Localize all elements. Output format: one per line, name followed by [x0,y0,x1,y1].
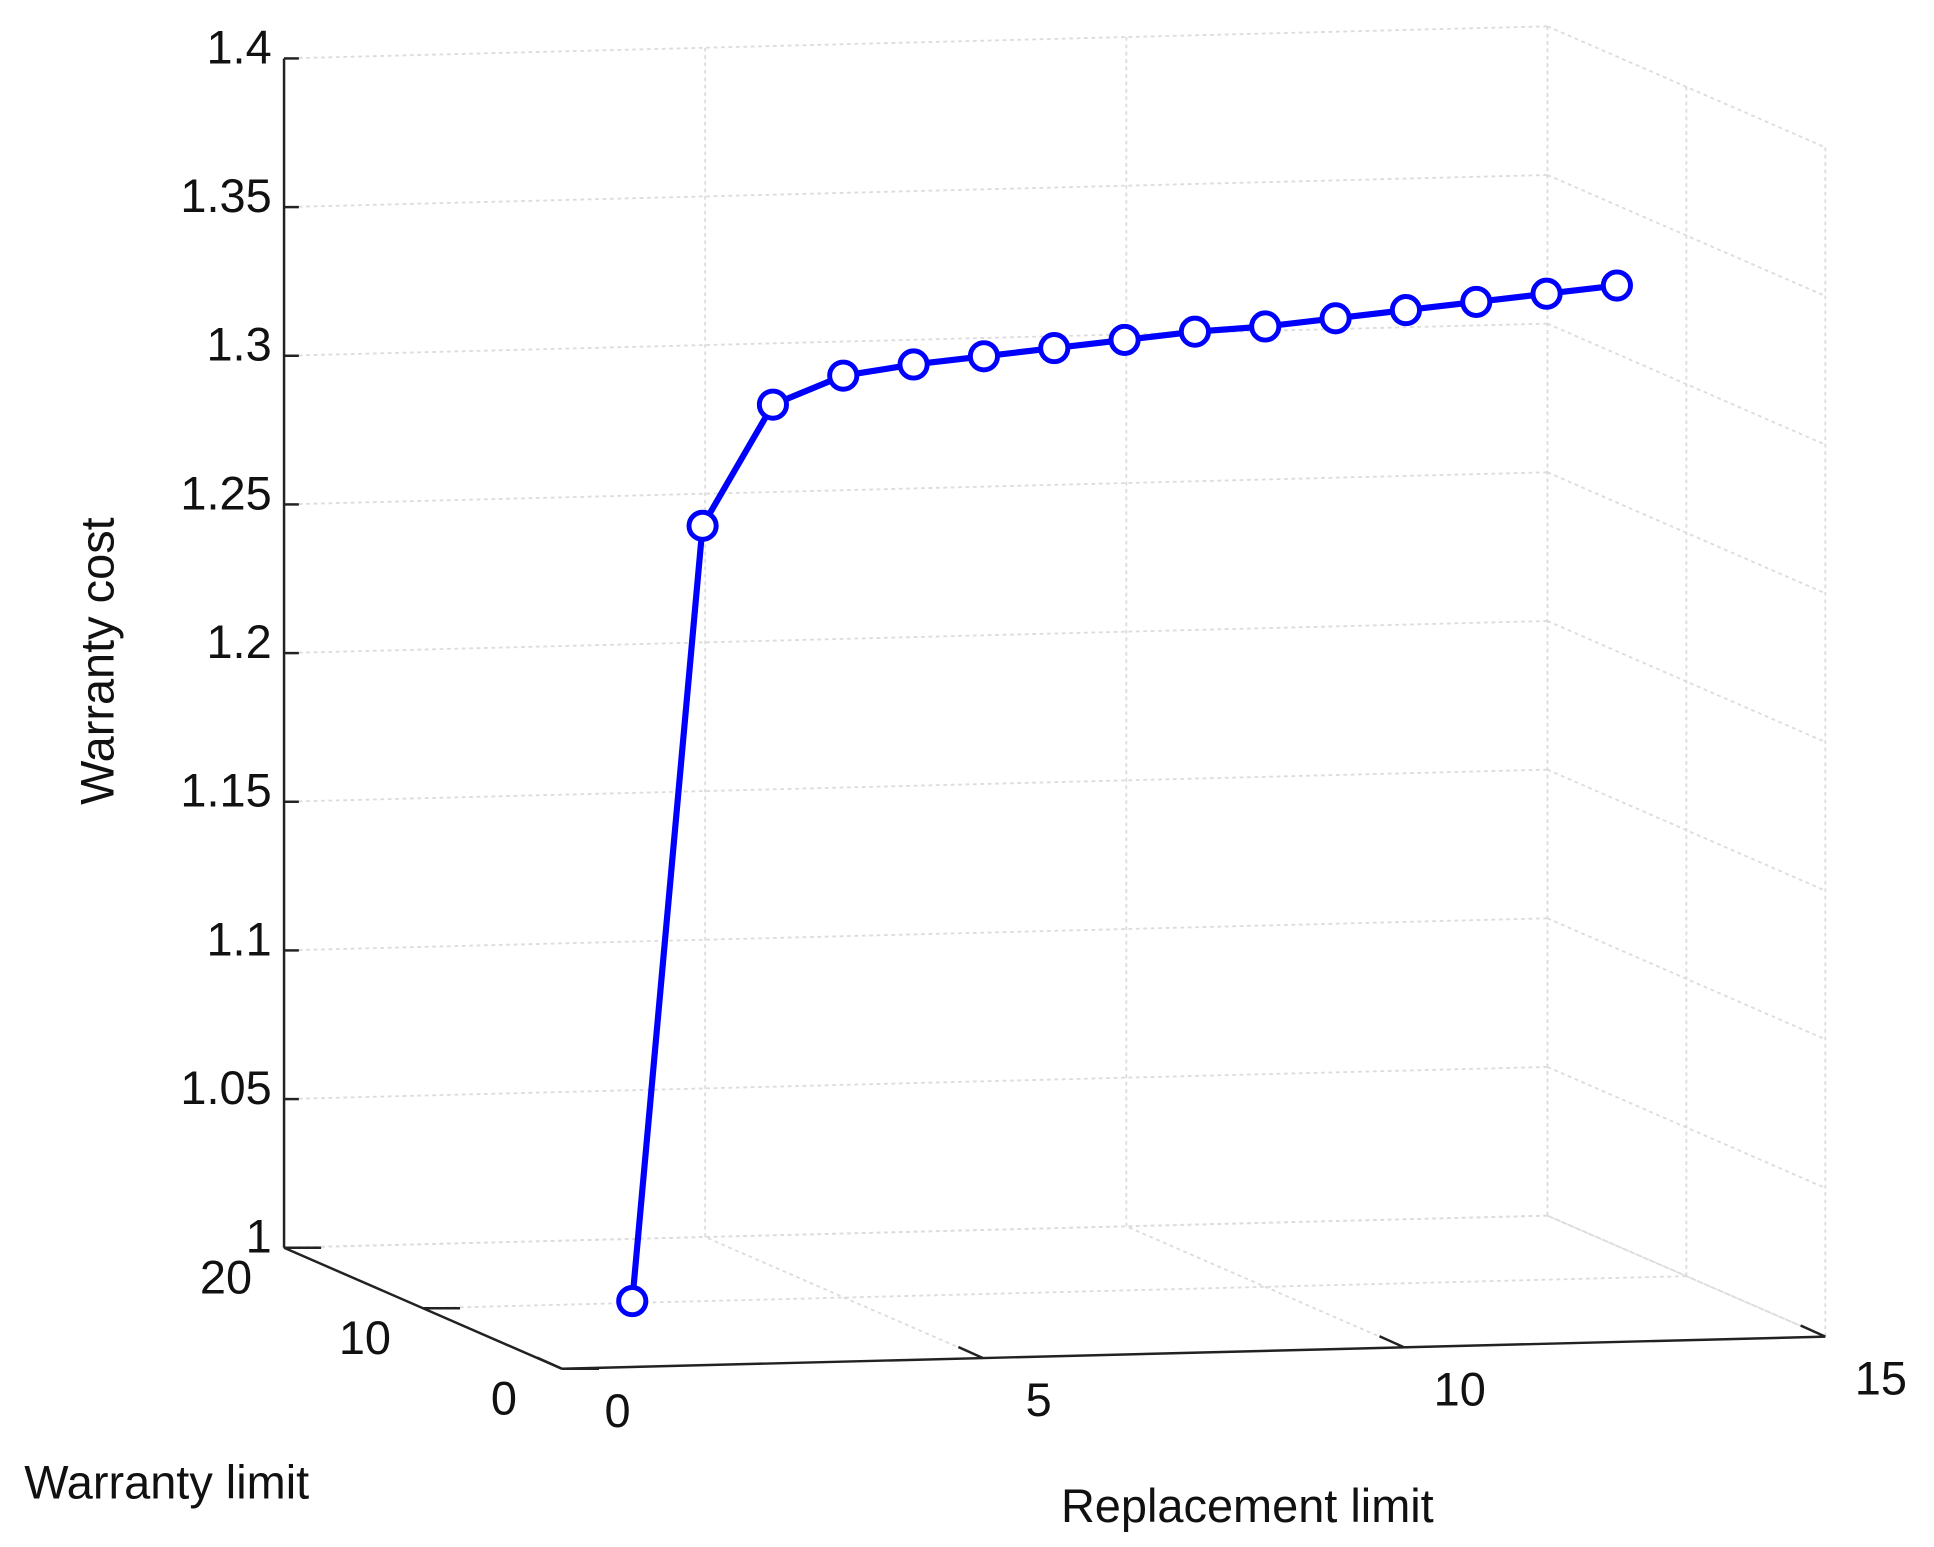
z-tick-label: 1.3 [206,319,271,371]
x-tick-label: 0 [604,1385,630,1437]
grid-line [284,174,1548,209]
y-axis-title: Warranty limit [24,1456,309,1508]
grid-line [284,471,1548,506]
grid-line [704,1236,984,1359]
data-point [1319,302,1352,335]
z-axis-title: Warranty cost [72,517,124,805]
data-point [1530,277,1563,310]
grid-line [284,620,1548,655]
data-point [616,1285,649,1318]
y-tick-label: 20 [200,1251,252,1303]
data-point [897,348,930,381]
grid-line [284,917,1548,952]
z-tick-label: 1 [246,1211,272,1263]
x-axis-title: Replacement limit [1061,1480,1434,1532]
data-point [1460,285,1493,318]
x-tick [1800,1324,1826,1338]
grid-line [1547,25,1826,149]
x-tick [1378,1335,1405,1349]
data-point [1389,294,1422,327]
z-tick-label: 1.05 [180,1062,271,1114]
y-tick-label: 0 [491,1373,517,1425]
z-tick-label: 1.15 [180,765,271,817]
grid-line [422,1275,1687,1310]
x-tick [536,1356,563,1370]
z-tick-label: 1.4 [206,21,271,73]
grid-line [1125,1225,1405,1349]
y-tick-label: 10 [339,1312,391,1364]
grid-line [284,1066,1548,1101]
data-point [967,340,1000,373]
x-tick-label: 5 [1026,1374,1052,1426]
grid-line [284,25,1548,60]
data-line [629,282,1618,1302]
x-tick [957,1345,984,1360]
z-tick-label: 1.35 [180,170,271,222]
data-point [1038,332,1071,365]
data-point [1178,315,1211,348]
z-tick-label: 1.1 [206,913,271,965]
x-axis [561,1335,1826,1371]
data-point [827,359,860,392]
data-point [686,509,719,542]
x-tick-label: 10 [1434,1363,1486,1415]
grid-line [284,1214,1548,1249]
data-point [1249,310,1282,343]
z-tick-label: 1.25 [180,467,271,519]
x-tick-label: 15 [1855,1353,1907,1405]
z-tick-label: 1.2 [206,616,271,668]
data-point [1600,269,1633,302]
data-point [756,388,789,421]
data-point [1108,323,1141,356]
grid-line [284,768,1548,803]
